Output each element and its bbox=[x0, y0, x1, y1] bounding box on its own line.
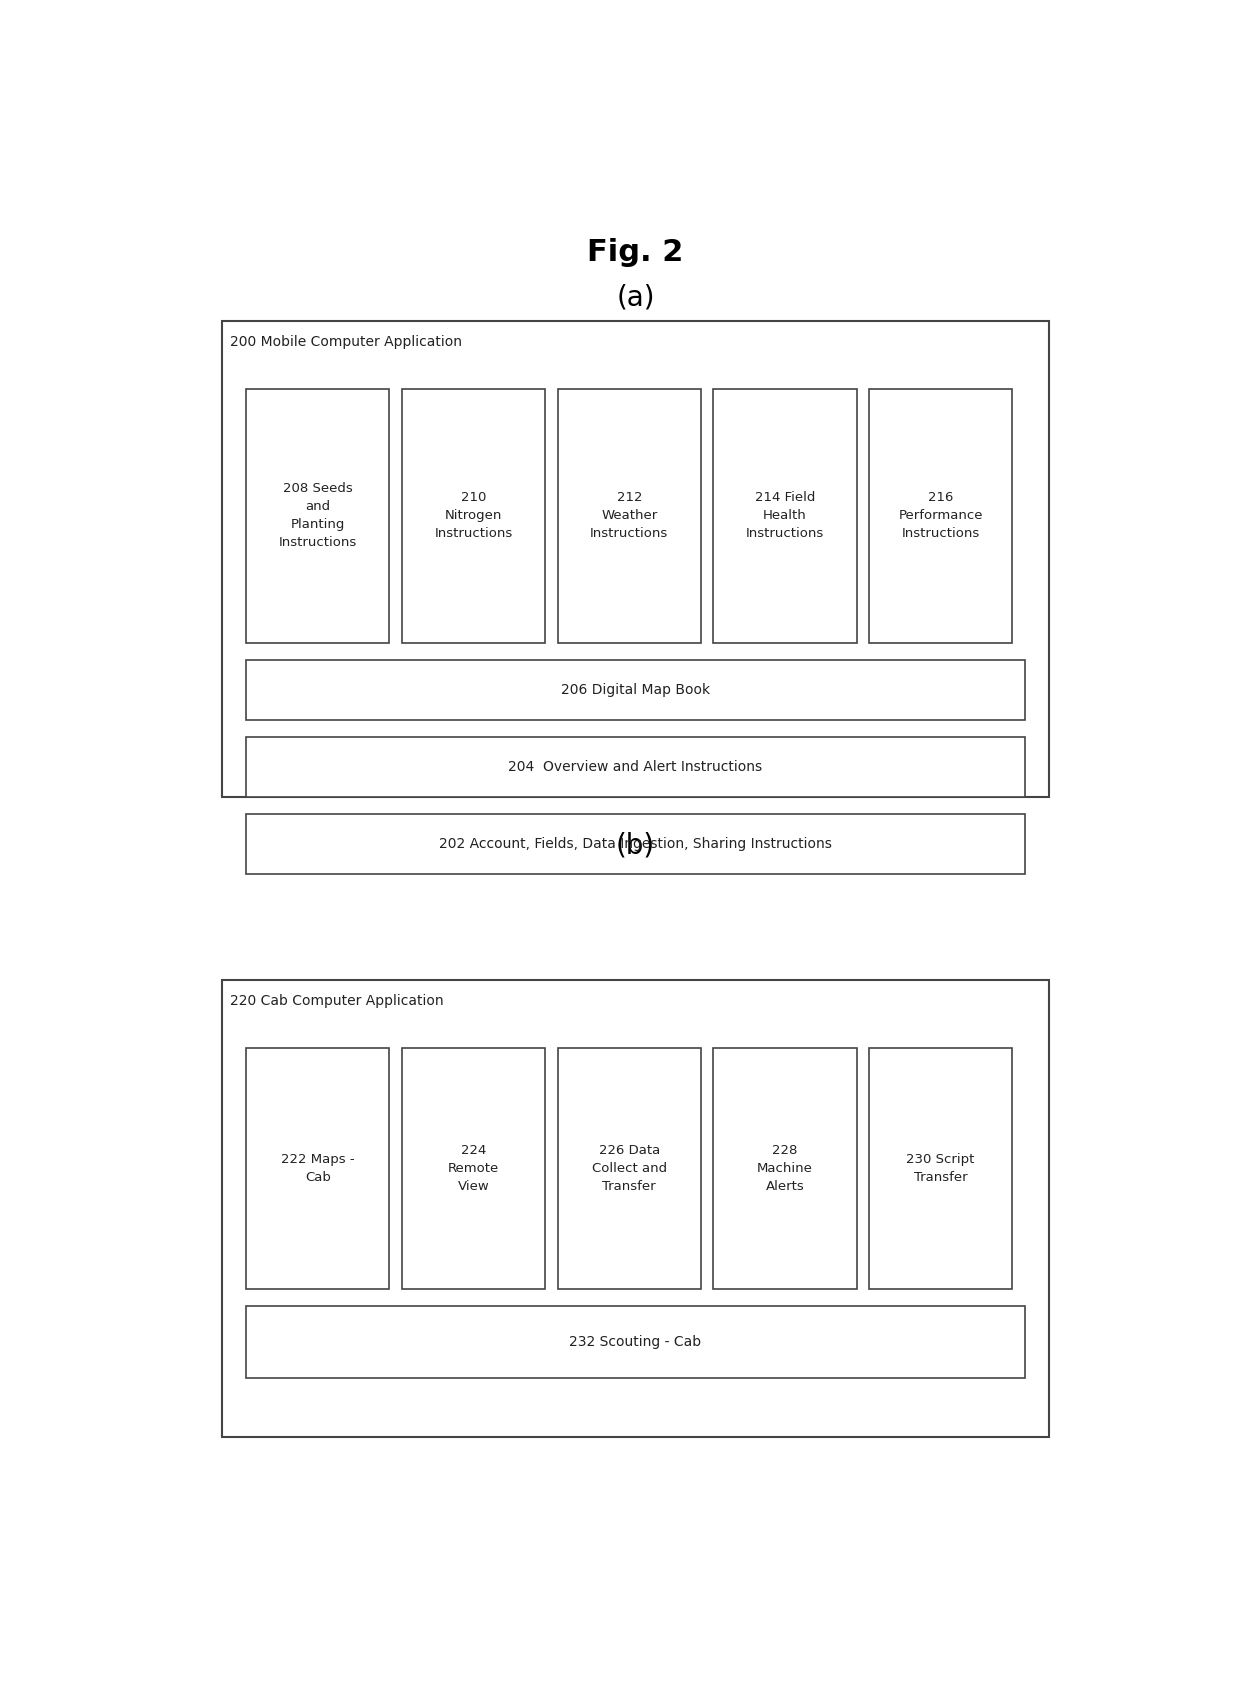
Bar bbox=[222, 980, 1049, 1437]
Bar bbox=[247, 1048, 389, 1290]
Text: 216
Performance
Instructions: 216 Performance Instructions bbox=[898, 492, 983, 541]
Bar bbox=[402, 388, 546, 642]
Text: 210
Nitrogen
Instructions: 210 Nitrogen Instructions bbox=[434, 492, 512, 541]
Text: 202 Account, Fields, Data Ingestion, Sharing Instructions: 202 Account, Fields, Data Ingestion, Sha… bbox=[439, 837, 832, 851]
Bar bbox=[869, 1048, 1012, 1290]
Text: 212
Weather
Instructions: 212 Weather Instructions bbox=[590, 492, 668, 541]
Text: 224
Remote
View: 224 Remote View bbox=[448, 1144, 500, 1193]
Bar bbox=[247, 388, 389, 642]
Bar bbox=[869, 388, 1012, 642]
Text: 230 Script
Transfer: 230 Script Transfer bbox=[906, 1153, 975, 1185]
Text: 232 Scouting - Cab: 232 Scouting - Cab bbox=[569, 1336, 702, 1349]
Text: 214 Field
Health
Instructions: 214 Field Health Instructions bbox=[745, 492, 825, 541]
Bar bbox=[247, 737, 1024, 797]
Text: 208 Seeds
and
Planting
Instructions: 208 Seeds and Planting Instructions bbox=[279, 483, 357, 549]
Bar bbox=[558, 388, 701, 642]
Text: 222 Maps -
Cab: 222 Maps - Cab bbox=[281, 1153, 355, 1185]
Text: 220 Cab Computer Application: 220 Cab Computer Application bbox=[229, 995, 444, 1009]
Bar bbox=[402, 1048, 546, 1290]
Bar bbox=[247, 814, 1024, 875]
Bar bbox=[713, 1048, 857, 1290]
Text: 204  Overview and Alert Instructions: 204 Overview and Alert Instructions bbox=[508, 761, 763, 775]
Text: (b): (b) bbox=[616, 832, 655, 859]
Bar bbox=[713, 388, 857, 642]
Text: 206 Digital Map Book: 206 Digital Map Book bbox=[560, 683, 711, 697]
Bar bbox=[558, 1048, 701, 1290]
Text: 226 Data
Collect and
Transfer: 226 Data Collect and Transfer bbox=[591, 1144, 667, 1193]
Text: 228
Machine
Alerts: 228 Machine Alerts bbox=[756, 1144, 813, 1193]
Text: 200 Mobile Computer Application: 200 Mobile Computer Application bbox=[229, 336, 463, 349]
Bar bbox=[247, 1307, 1024, 1378]
Bar bbox=[222, 320, 1049, 797]
Text: Fig. 2: Fig. 2 bbox=[588, 239, 683, 268]
Bar bbox=[247, 661, 1024, 720]
Text: (a): (a) bbox=[616, 283, 655, 312]
